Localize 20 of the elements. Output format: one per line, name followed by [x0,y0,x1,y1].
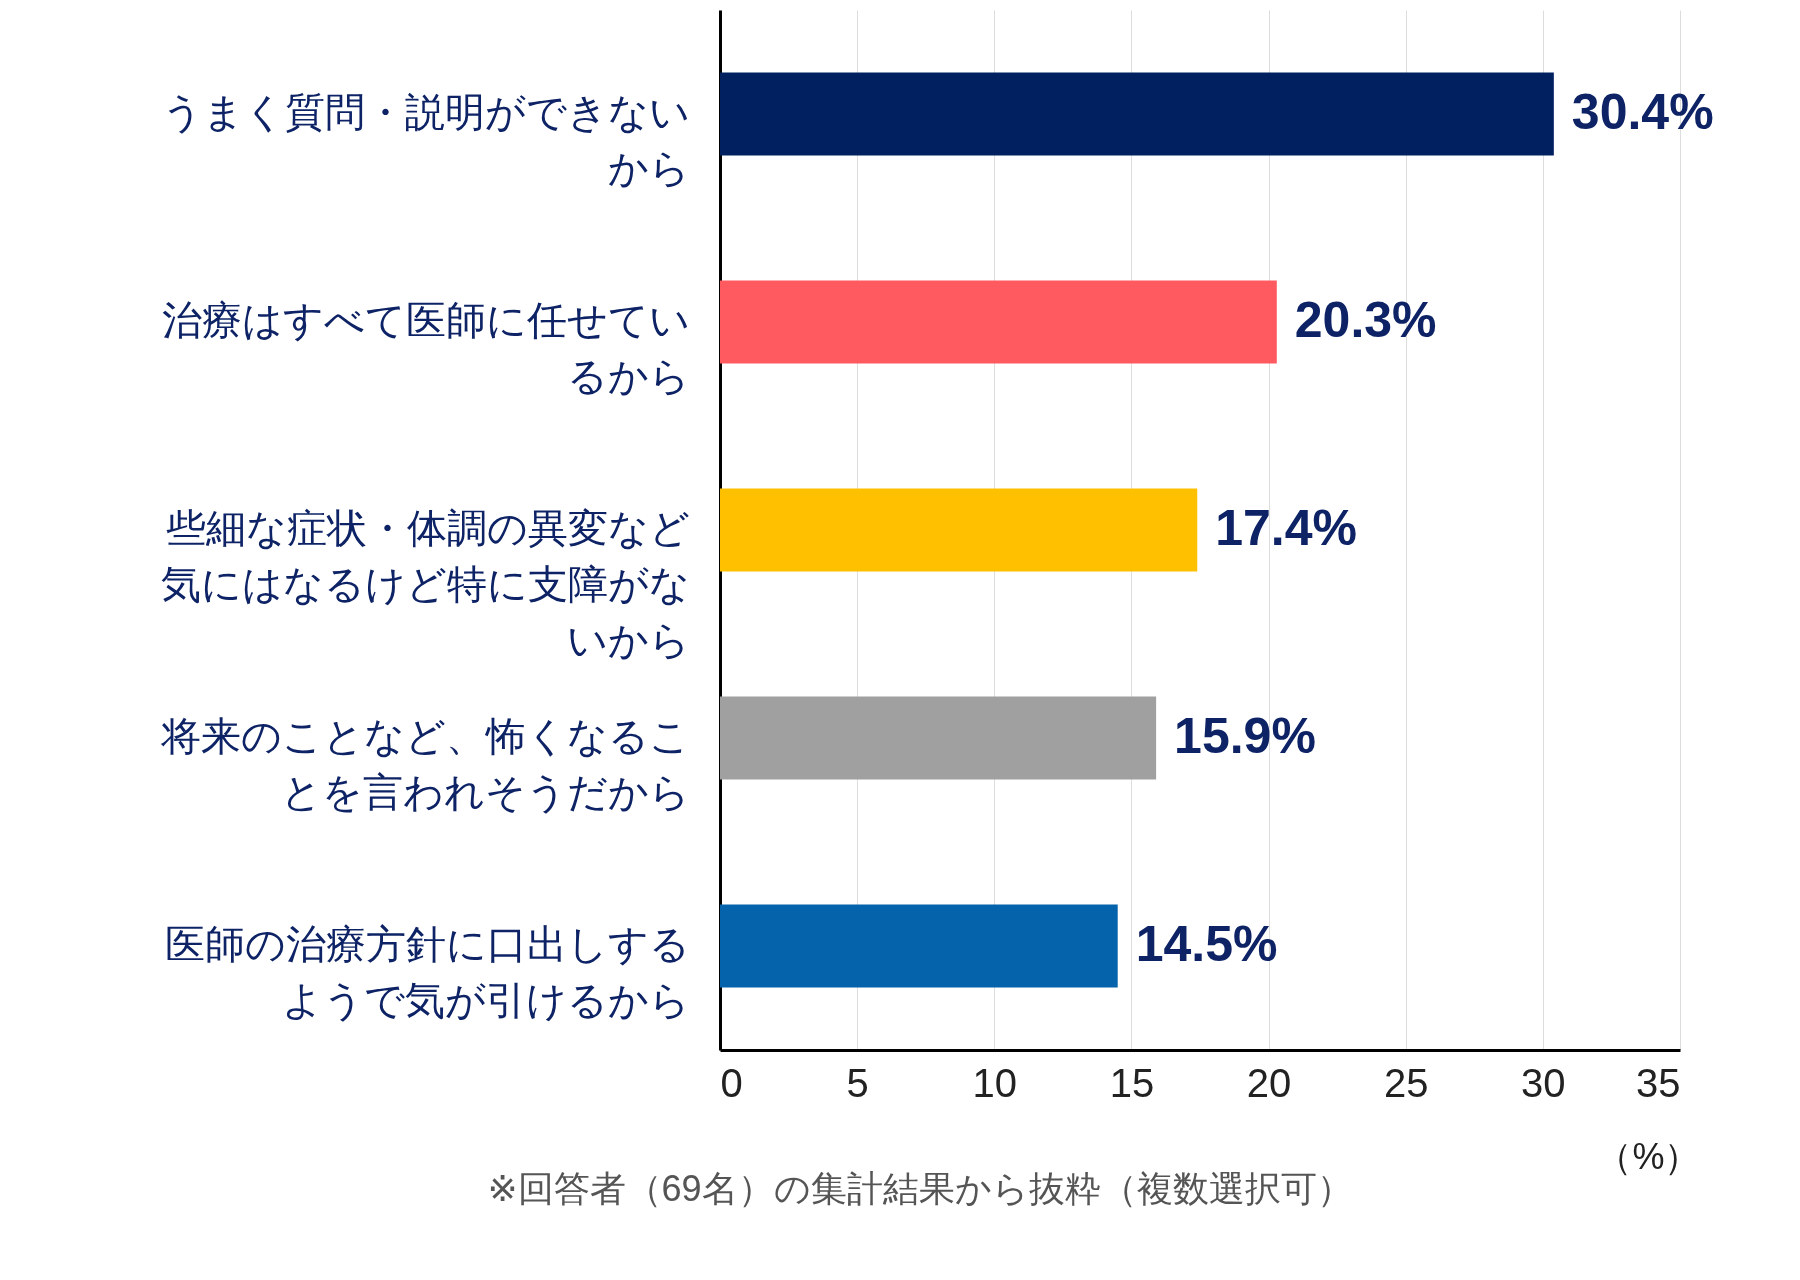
x-tick-label: 15 [1109,1060,1155,1105]
x-tick-label: 10 [972,1060,1018,1105]
data-label: 15.9% [1174,708,1316,764]
x-tick-label: 35 [1636,1060,1681,1105]
data-label: 17.4% [1215,500,1358,556]
y-tick-label: 医師の治療方針に口出しするようで気が引けるから [165,922,690,1022]
y-tick-label: 将来のことなど、怖くなることを言われそうだから [160,714,690,814]
y-tick-label: 些細な症状・体調の異変など気にはなるけど特に支障がないから [161,506,690,662]
data-label: 20.3% [1294,292,1437,348]
data-label: 30.4% [1571,84,1714,140]
x-axis-title: （%） [1596,1135,1701,1177]
x-tick-label: 0 [720,1060,743,1105]
y-tick-label: 治療はすべて医師に任せているから [162,298,690,398]
data-label: 14.5% [1135,916,1278,972]
x-tick-label: 20 [1246,1060,1292,1105]
y-tick-label: うまく質問・説明ができないから [162,90,690,190]
text: ※回答者（69名）の集計結果から抜粋（複数選択可） [487,1168,1353,1209]
x-tick-label: 30 [1521,1060,1566,1105]
x-tick-label: 5 [846,1060,869,1105]
x-tick-label: 25 [1383,1060,1429,1105]
